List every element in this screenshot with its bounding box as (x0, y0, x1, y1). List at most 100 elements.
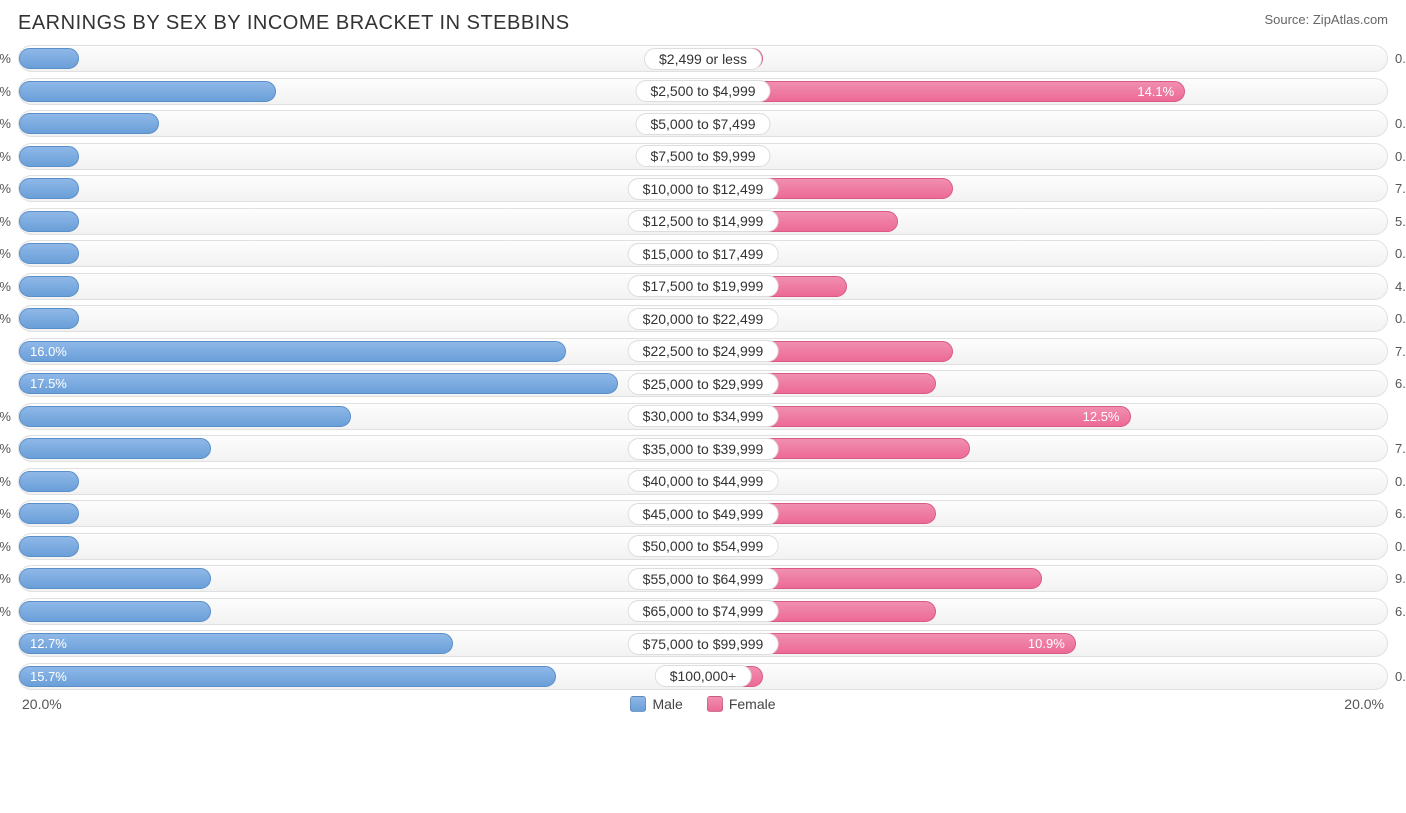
chart-row: 0.0%0.0%$20,000 to $22,499 (18, 305, 1388, 332)
female-half: 0.0% (703, 243, 1387, 264)
female-value-label: 0.0% (1395, 539, 1406, 554)
female-value-label: 6.8% (1395, 506, 1406, 521)
male-swatch-icon (630, 696, 646, 712)
male-half: 16.0% (19, 341, 703, 362)
source-attribution: Source: ZipAtlas.com (1264, 12, 1388, 27)
male-bar (19, 146, 79, 167)
male-half: 12.7% (19, 633, 703, 654)
male-half: 0.0% (19, 243, 703, 264)
female-bar: 14.1% (703, 81, 1185, 102)
male-half: 5.6% (19, 601, 703, 622)
category-label: $20,000 to $22,499 (628, 308, 779, 330)
female-bar-wrap: 0.0% (703, 243, 1387, 264)
male-half: 0.0% (19, 536, 703, 557)
chart-area: 0.0%0.0%$2,499 or less7.5%14.1%$2,500 to… (18, 45, 1388, 690)
male-bar (19, 243, 79, 264)
chart-footer: 20.0% Male Female 20.0% (18, 696, 1388, 712)
male-bar-wrap: 0.0% (19, 48, 703, 69)
chart-row: 0.0%6.8%$45,000 to $49,999 (18, 500, 1388, 527)
male-bar-wrap: 0.0% (19, 536, 703, 557)
male-value-label: 7.5% (0, 84, 11, 99)
female-value-label: 6.8% (1395, 604, 1406, 619)
female-value-label: 7.8% (1395, 441, 1406, 456)
female-half: 0.0% (703, 308, 1387, 329)
male-value-label: 16.0% (30, 344, 67, 359)
category-label: $17,500 to $19,999 (628, 275, 779, 297)
category-label: $55,000 to $64,999 (628, 568, 779, 590)
female-value-label: 14.1% (1137, 84, 1174, 99)
female-bar-wrap: 9.9% (703, 568, 1387, 589)
female-bar-wrap: 0.0% (703, 48, 1387, 69)
male-bar-wrap: 9.7% (19, 406, 703, 427)
female-half: 0.0% (703, 536, 1387, 557)
male-bar (19, 113, 159, 134)
female-bar-wrap: 4.2% (703, 276, 1387, 297)
female-half: 0.0% (703, 113, 1387, 134)
chart-row: 0.0%0.0%$50,000 to $54,999 (18, 533, 1388, 560)
male-value-label: 12.7% (30, 636, 67, 651)
male-value-label: 4.1% (0, 116, 11, 131)
male-half: 0.0% (19, 178, 703, 199)
male-bar (19, 178, 79, 199)
legend-male: Male (630, 696, 682, 712)
male-half: 17.5% (19, 373, 703, 394)
female-value-label: 12.5% (1083, 409, 1120, 424)
chart-row: 5.6%7.8%$35,000 to $39,999 (18, 435, 1388, 462)
category-label: $45,000 to $49,999 (628, 503, 779, 525)
male-bar (19, 308, 79, 329)
axis-right-max: 20.0% (1344, 696, 1384, 712)
legend-male-label: Male (652, 696, 682, 712)
female-bar-wrap: 0.0% (703, 146, 1387, 167)
category-label: $15,000 to $17,499 (628, 243, 779, 265)
chart-row: 17.5%6.8%$25,000 to $29,999 (18, 370, 1388, 397)
female-half: 14.1% (703, 81, 1387, 102)
female-value-label: 7.3% (1395, 181, 1406, 196)
male-value-label: 5.6% (0, 441, 11, 456)
female-bar-wrap: 5.7% (703, 211, 1387, 232)
male-value-label: 0.0% (0, 279, 11, 294)
male-half: 0.0% (19, 503, 703, 524)
male-bar-wrap: 12.7% (19, 633, 703, 654)
male-half: 5.6% (19, 438, 703, 459)
male-bar: 17.5% (19, 373, 618, 394)
female-value-label: 10.9% (1028, 636, 1065, 651)
category-label: $22,500 to $24,999 (628, 340, 779, 362)
female-bar-wrap: 14.1% (703, 81, 1387, 102)
chart-row: 5.6%6.8%$65,000 to $74,999 (18, 598, 1388, 625)
male-bar-wrap: 0.0% (19, 178, 703, 199)
chart-row: 16.0% 7.3%$22,500 to $24,999 (18, 338, 1388, 365)
male-bar-wrap: 5.6% (19, 438, 703, 459)
female-value-label: 5.7% (1395, 214, 1406, 229)
chart-row: 12.7%10.9%$75,000 to $99,999 (18, 630, 1388, 657)
male-bar-wrap: 0.0% (19, 146, 703, 167)
chart-row: 0.0%0.0%$15,000 to $17,499 (18, 240, 1388, 267)
male-bar-wrap: 0.0% (19, 211, 703, 232)
legend: Male Female (630, 696, 775, 712)
male-bar-wrap: 0.0% (19, 243, 703, 264)
female-bar-wrap: 0.0% (703, 308, 1387, 329)
female-bar-wrap: 0.0% (703, 113, 1387, 134)
axis-left-max: 20.0% (22, 696, 62, 712)
chart-row: 0.0%0.0%$2,499 or less (18, 45, 1388, 72)
female-half: 7.3% (703, 341, 1387, 362)
female-half: 6.8% (703, 373, 1387, 394)
female-half: 0.0% (703, 471, 1387, 492)
male-bar (19, 536, 79, 557)
female-bar-wrap: 7.8% (703, 438, 1387, 459)
chart-row: 0.0%7.3%$10,000 to $12,499 (18, 175, 1388, 202)
header: EARNINGS BY SEX BY INCOME BRACKET IN STE… (18, 12, 1388, 35)
female-bar-wrap: 7.3% (703, 341, 1387, 362)
male-bar-wrap: 5.6% (19, 568, 703, 589)
chart-row: 0.0%5.7%$12,500 to $14,999 (18, 208, 1388, 235)
female-half: 0.0% (703, 48, 1387, 69)
female-value-label: 4.2% (1395, 279, 1406, 294)
male-bar (19, 81, 276, 102)
male-half: 5.6% (19, 568, 703, 589)
female-half: 0.0% (703, 146, 1387, 167)
category-label: $2,500 to $4,999 (635, 80, 770, 102)
male-bar (19, 48, 79, 69)
male-value-label: 0.0% (0, 474, 11, 489)
chart-row: 0.0%0.0%$40,000 to $44,999 (18, 468, 1388, 495)
male-value-label: 0.0% (0, 311, 11, 326)
category-label: $5,000 to $7,499 (635, 113, 770, 135)
